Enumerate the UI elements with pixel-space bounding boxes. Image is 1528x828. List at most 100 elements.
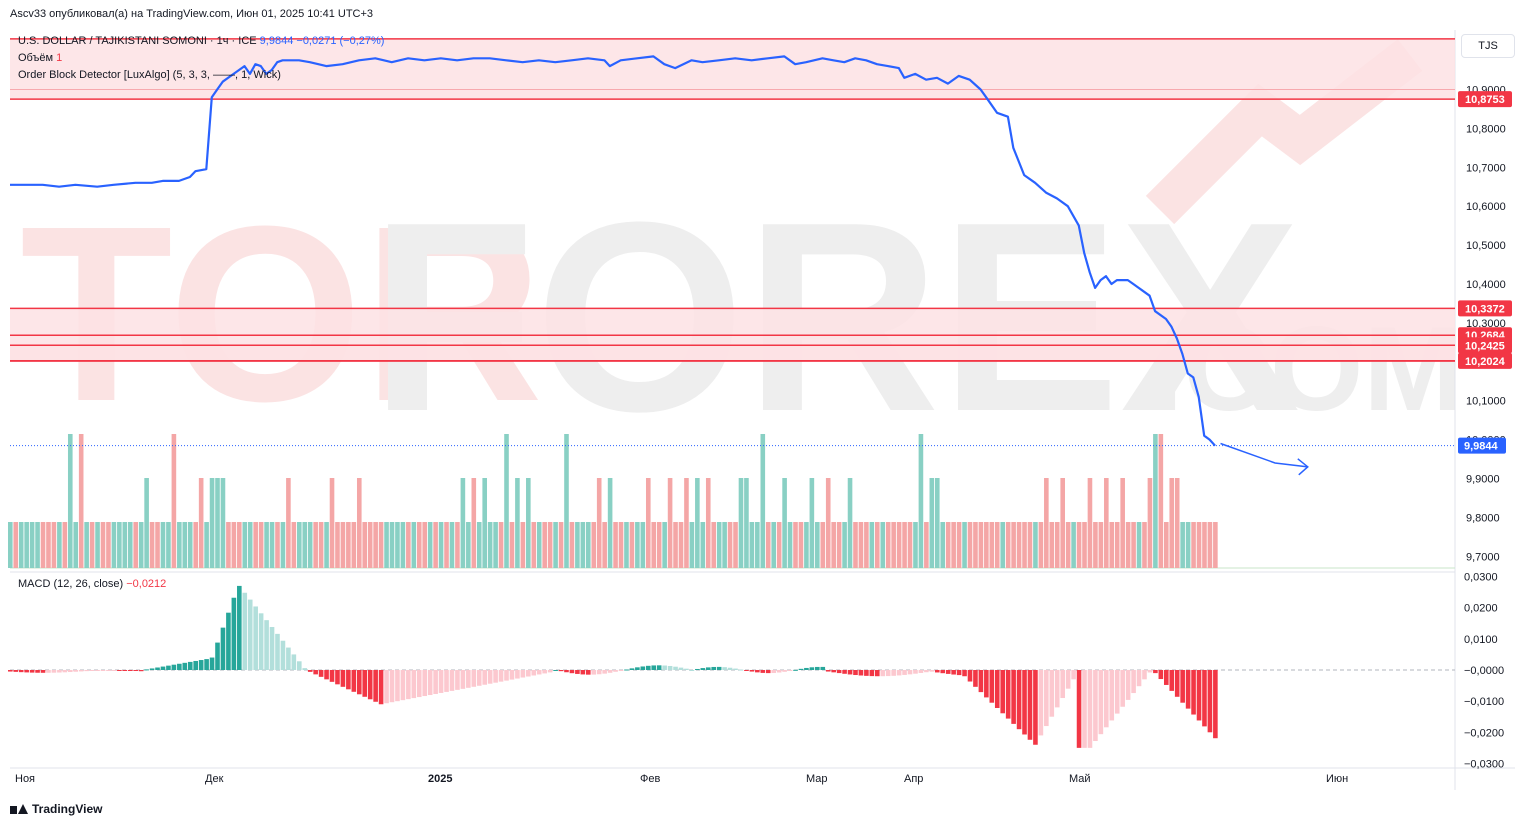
volume-bar: [389, 522, 395, 568]
price-series: [10, 55, 1216, 447]
volume-bar: [798, 522, 804, 568]
macd-bar: [193, 660, 198, 670]
macd-bar: [580, 670, 586, 675]
symbol-legend[interactable]: U.S. DOLLAR / TAJIKISTANI SOMONI · 1ч · …: [18, 35, 384, 47]
macd-bar: [318, 670, 324, 677]
volume-bar: [984, 522, 989, 568]
macd-legend[interactable]: MACD (12, 26, close) −0,0212: [18, 578, 166, 590]
macd-bar: [531, 670, 537, 676]
macd-bar: [575, 670, 580, 674]
volume-bar: [940, 522, 946, 568]
macd-bar: [57, 670, 62, 673]
macd-bar: [967, 670, 973, 682]
macd-bar: [177, 663, 182, 670]
order-block-label: 10,8753: [1465, 94, 1505, 106]
volume-bar: [1120, 478, 1125, 568]
volume-bar: [1044, 478, 1049, 568]
volume-bar: [144, 478, 149, 568]
volume-bar: [586, 522, 591, 568]
volume-bar: [73, 522, 79, 568]
macd-bar: [226, 612, 231, 670]
macd-bar: [1207, 670, 1213, 733]
volume-bar: [722, 522, 727, 568]
tradingview-footer[interactable]: TradingView: [10, 802, 102, 816]
volume-bar: [1060, 478, 1065, 568]
macd-bar: [678, 667, 684, 670]
macd-bar: [89, 670, 95, 671]
macd-bar: [700, 668, 706, 670]
time-axis[interactable]: Ноя Дек 2025 Фев Мар Апр Май Июн: [15, 773, 1348, 785]
volume-bar: [340, 522, 346, 568]
volume-bar: [1191, 522, 1196, 568]
volume-bar: [275, 522, 280, 568]
volume-bar: [853, 522, 858, 568]
volume-bar: [346, 522, 351, 568]
macd-bar: [1202, 670, 1207, 727]
volume-bar: [1114, 522, 1120, 568]
volume-bar: [253, 522, 258, 568]
volume-bar: [1153, 434, 1158, 568]
macd-bar: [1093, 670, 1098, 742]
macd-bar: [629, 668, 635, 670]
order-block-label-bg: [1458, 300, 1512, 317]
volume-bar: [885, 522, 891, 568]
volume-bar: [607, 478, 613, 568]
macd-bar: [645, 665, 651, 670]
volume-bar: [416, 522, 422, 568]
volume-bar: [166, 522, 171, 568]
volume-bar: [635, 522, 640, 568]
macd-bar: [378, 670, 384, 705]
volume-bar: [667, 478, 673, 568]
price-tick-label: 10,8000: [1466, 123, 1506, 135]
macd-bar: [1000, 670, 1006, 714]
volume-bar: [487, 522, 493, 568]
volume-bar: [89, 522, 95, 568]
macd-bar: [858, 670, 864, 676]
price-tick-label: 10,1000: [1466, 396, 1506, 408]
forecast-arrow: [1220, 442, 1309, 476]
volume-bar: [433, 522, 438, 568]
macd-bar: [46, 670, 51, 673]
macd-tick-label: −0,0200: [1464, 727, 1504, 739]
macd-bar: [449, 670, 455, 691]
macd-bar: [138, 670, 144, 672]
volume-bar: [160, 522, 166, 568]
volume-bar: [858, 522, 864, 568]
macd-bar: [1098, 670, 1104, 735]
volume-bar: [264, 522, 269, 568]
macd-bar: [596, 670, 602, 675]
macd-bar: [220, 627, 226, 670]
forecast-arrowhead: [1297, 458, 1309, 476]
macd-bar: [275, 633, 280, 670]
macd-bar: [297, 661, 302, 670]
macd-axis[interactable]: 0,0300 0,0200 0,0100 −0,0000 −0,0100 −0,0200 −…: [1464, 572, 1504, 771]
macd-bar: [280, 640, 286, 670]
volume-bar: [596, 478, 602, 568]
volume-bar: [395, 522, 400, 568]
volume-bar: [629, 522, 635, 568]
volume-bar: [204, 522, 209, 568]
volume-bar: [302, 522, 308, 568]
macd-bar: [1082, 670, 1087, 748]
macd-bar: [351, 670, 357, 692]
volume-bar: [286, 478, 291, 568]
volume-bar: [258, 522, 264, 568]
volume-bar: [1065, 522, 1071, 568]
macd-bar: [662, 665, 667, 670]
macd-bar: [269, 627, 275, 670]
volume-legend[interactable]: Объём 1: [18, 52, 62, 64]
volume-bar: [640, 522, 646, 568]
volume-bar: [902, 522, 907, 568]
volume-bar: [1049, 522, 1055, 568]
macd-bar: [553, 670, 558, 671]
volume-bar: [138, 522, 144, 568]
volume-bar: [624, 522, 629, 568]
macd-bar: [1011, 670, 1016, 724]
indicator-legend[interactable]: Order Block Detector [LuxAlgo] (5, 3, 3,…: [18, 69, 281, 81]
currency-button[interactable]: TJS: [1461, 34, 1515, 58]
macd-bar: [1169, 670, 1175, 691]
price-axis[interactable]: 10,900010,800010,700010,600010,500010,40…: [1458, 84, 1512, 563]
volume-bar: [444, 522, 449, 568]
volume-bar: [815, 522, 820, 568]
